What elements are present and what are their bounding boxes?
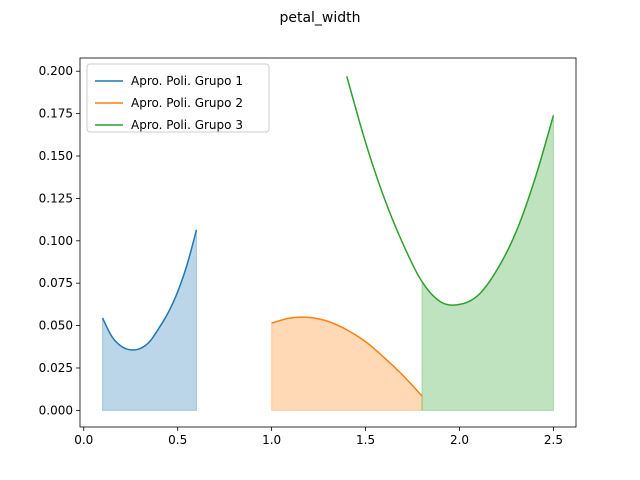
legend-entry-label: Apro. Poli. Grupo 1 [131, 74, 243, 88]
series-2-line [271, 316, 423, 397]
x-tick-label: 0.0 [74, 433, 93, 447]
x-tick-label: 2.5 [544, 433, 563, 447]
legend-entry-label: Apro. Poli. Grupo 2 [131, 96, 243, 110]
plot-frame [79, 57, 577, 428]
series-1-line [101, 229, 198, 351]
y-tick-label: 0.075 [39, 276, 73, 290]
y-tick-label: 0.125 [39, 191, 73, 205]
y-tick-label: 0.175 [39, 107, 73, 121]
x-tick-label: 1.0 [262, 433, 281, 447]
legend-entry-label: Apro. Poli. Grupo 3 [131, 118, 243, 132]
x-tick-label: 1.5 [356, 433, 375, 447]
y-tick-label: 0.100 [39, 234, 73, 248]
y-tick-label: 0.200 [39, 64, 73, 78]
chart-title: petal_width [279, 10, 360, 26]
x-tick-label: 0.5 [168, 433, 187, 447]
legend: Apro. Poli. Grupo 1 Apro. Poli. Grupo 2 Ap… [86, 63, 270, 133]
series-3-line [346, 76, 555, 306]
y-tick-label: 0.050 [39, 319, 73, 333]
y-axis: 0.000 0.025 0.050 0.075 0.100 0.125 0.150 0.175… [39, 64, 80, 417]
plot-area [79, 57, 577, 428]
x-axis: 0.0 0.5 1.0 1.5 2.0 2.5 [74, 427, 563, 447]
x-tick-label: 2.0 [450, 433, 469, 447]
y-tick-label: 0.150 [39, 149, 73, 163]
legend-box [86, 63, 270, 133]
y-tick-label: 0.025 [39, 361, 73, 375]
y-tick-label: 0.000 [39, 403, 73, 417]
